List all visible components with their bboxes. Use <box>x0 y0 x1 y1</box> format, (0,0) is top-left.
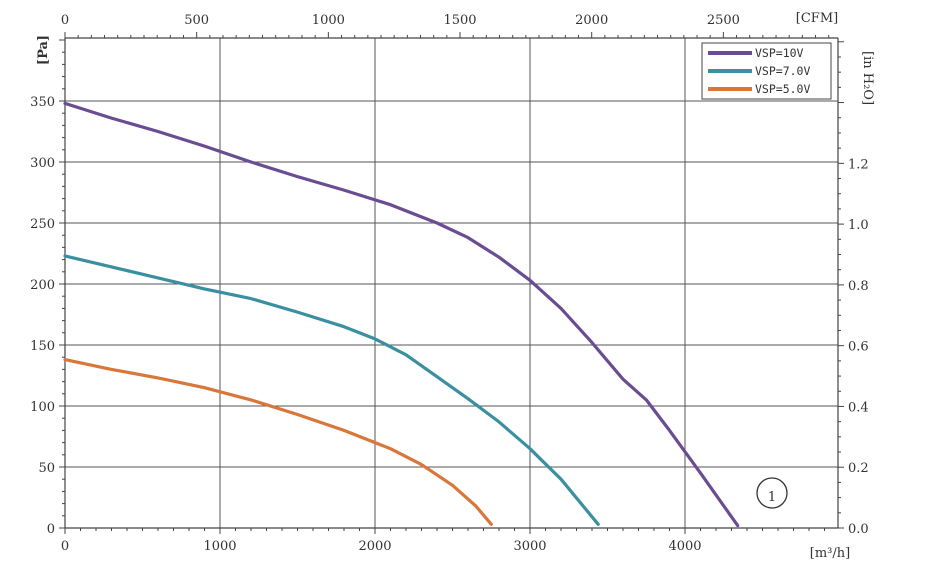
y2-axis-unit-label: [in H₂O] <box>860 51 875 105</box>
series-lines <box>63 101 740 528</box>
x2-tick-label: 2500 <box>707 13 740 28</box>
x-tick-label: 1000 <box>203 539 236 554</box>
x2-tick-label: 2000 <box>575 13 608 28</box>
y2-tick-label: 1.0 <box>848 218 869 233</box>
series-curve-vsp-10v <box>63 101 740 528</box>
tick-labels: 0 1000 2000 3000 4000 0 500 1000 1500 2000 2500 0 50… <box>30 13 869 554</box>
y-tick-label: 150 <box>30 339 55 354</box>
y-tick-label: 100 <box>30 400 55 415</box>
y2-tick-label: 1.2 <box>848 157 869 172</box>
x-tick-label: 2000 <box>358 539 391 554</box>
grid-lines <box>65 38 838 528</box>
x2-tick-label: 500 <box>184 13 209 28</box>
legend-label-vsp-5v: VSP=5.0V <box>755 82 810 96</box>
legend: VSP=10V VSP=7.0V VSP=5.0V <box>701 42 832 100</box>
x-tick-label: 4000 <box>668 539 701 554</box>
curve-number-annotation: 1 <box>756 477 788 509</box>
y-tick-label: 0 <box>47 522 55 537</box>
y-tick-label: 350 <box>30 95 55 110</box>
series-curve-vsp-7-0v <box>63 254 600 526</box>
series-curve-vsp-5-0v <box>63 358 493 526</box>
y2-tick-label: 0.8 <box>848 279 869 294</box>
x-axis-unit-label: [m³/h] <box>810 546 850 561</box>
x2-tick-label: 1000 <box>312 13 345 28</box>
y2-tick-label: 0.6 <box>848 340 869 355</box>
y2-tick-label: 0.4 <box>848 400 869 415</box>
y-tick-label: 200 <box>30 278 55 293</box>
y2-tick-label: 0.2 <box>848 461 869 476</box>
legend-label-vsp-7v: VSP=7.0V <box>755 64 810 78</box>
x2-tick-label: 0 <box>61 13 69 28</box>
y-tick-label: 50 <box>38 461 55 476</box>
x2-tick-label: 1500 <box>443 13 476 28</box>
x2-axis-unit-label: [CFM] <box>796 11 838 26</box>
annotation-number: 1 <box>768 490 776 505</box>
annotation-circle <box>756 477 788 509</box>
y2-tick-label: 0.0 <box>848 522 869 537</box>
y-axis-unit-label: [Pa] <box>36 35 51 65</box>
axes <box>64 37 839 529</box>
legend-label-vsp-10v: VSP=10V <box>755 46 804 60</box>
x-tick-label: 3000 <box>513 539 546 554</box>
x-tick-label: 0 <box>61 539 69 554</box>
y-tick-label: 250 <box>30 217 55 232</box>
y-tick-label: 300 <box>30 156 55 171</box>
